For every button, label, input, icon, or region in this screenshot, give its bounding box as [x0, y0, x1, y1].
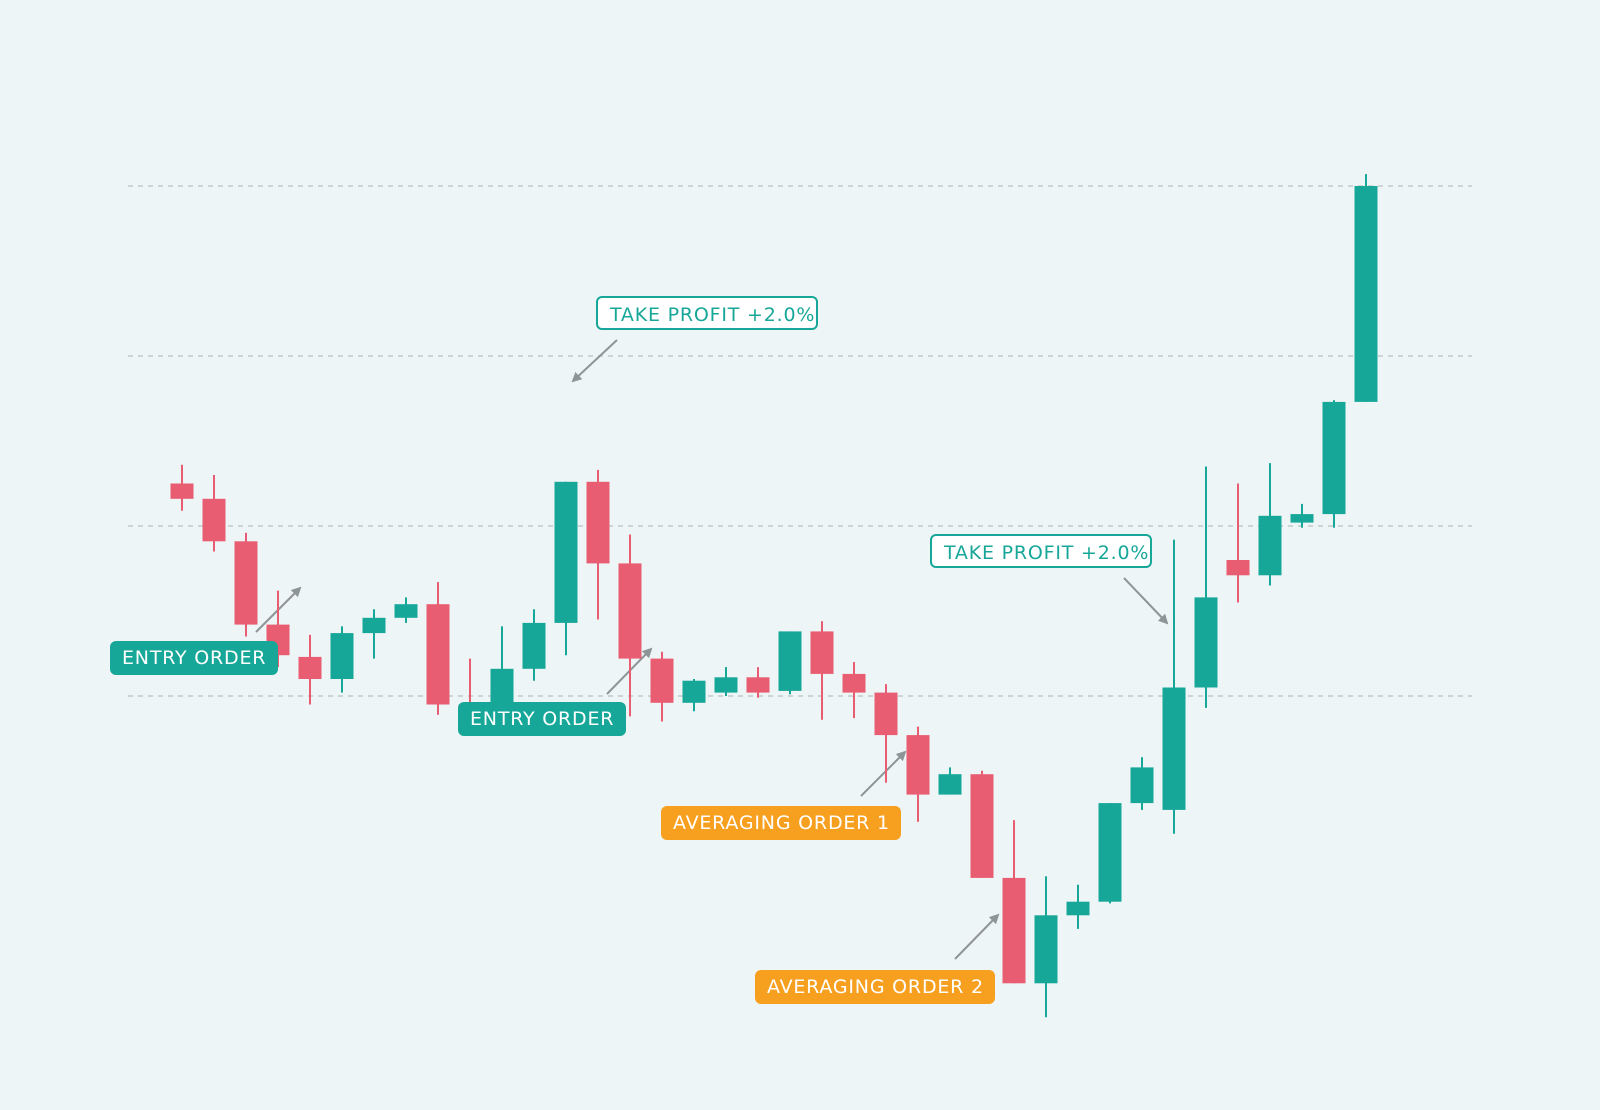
candle-17-bullish [682, 679, 706, 712]
candle-2-bearish [202, 475, 226, 552]
candle-body [1130, 767, 1154, 804]
candle-body [522, 622, 546, 669]
candle-body [1002, 877, 1026, 984]
entry-order-label-2: ENTRY ORDER [458, 702, 626, 736]
candles [170, 174, 1378, 1018]
candle-body [586, 481, 610, 564]
candle-12-bullish [522, 609, 546, 681]
candle-body [650, 658, 674, 703]
candle-body [1354, 186, 1378, 402]
take-profit-label-1: TAKE PROFIT +2.0% [596, 296, 818, 330]
candle-19-bearish [746, 667, 770, 698]
candle-body [362, 617, 386, 634]
candle-33-bullish [1194, 466, 1218, 708]
candle-body [874, 692, 898, 736]
candle-body [170, 483, 194, 499]
candle-13-bullish [554, 481, 578, 656]
candle-31-bullish [1130, 757, 1154, 810]
candle-37-bullish [1322, 400, 1346, 528]
candle-21-bearish [810, 621, 834, 720]
arrow-take-profit-1 [571, 339, 618, 383]
candle-body [1098, 803, 1122, 902]
annotation-arrows [255, 339, 1169, 960]
price-gridlines [128, 185, 1472, 697]
candle-body [906, 735, 930, 795]
candle-26-bearish [970, 770, 994, 878]
candle-27-bearish [1002, 820, 1026, 984]
candle-6-bullish [330, 626, 354, 693]
candle-22-bearish [842, 662, 866, 719]
candle-34-bearish [1226, 483, 1250, 603]
candle-23-bearish [874, 684, 898, 783]
candle-3-bearish [234, 532, 258, 637]
take-profit-label-2: TAKE PROFIT +2.0% [930, 534, 1152, 568]
averaging-order-label-1: AVERAGING ORDER 1 [661, 806, 901, 840]
averaging-order-label-2: AVERAGING ORDER 2 [755, 970, 995, 1004]
candle-body [810, 631, 834, 674]
candle-8-bullish [394, 597, 418, 623]
candle-body [394, 604, 418, 618]
candle-body [426, 604, 450, 705]
candle-7-bullish [362, 609, 386, 659]
candle-30-bullish [1098, 803, 1122, 904]
candle-body [970, 774, 994, 878]
candle-body [234, 541, 258, 625]
candle-body [330, 633, 354, 679]
candle-25-bullish [938, 767, 962, 795]
candle-36-bullish [1290, 503, 1314, 528]
candle-body [1034, 915, 1058, 984]
candle-body [842, 673, 866, 693]
candle-18-bullish [714, 667, 738, 696]
candle-body [746, 677, 770, 693]
candle-body [1258, 515, 1282, 576]
candle-5-bearish [298, 634, 322, 705]
candle-9-bearish [426, 582, 450, 715]
candle-body [1162, 687, 1186, 810]
candle-body [298, 656, 322, 679]
candle-body [490, 668, 514, 712]
candle-32-bullish [1162, 539, 1186, 834]
candle-body [714, 677, 738, 693]
candle-body [1322, 401, 1346, 515]
arrow-take-profit-2 [1123, 577, 1169, 625]
candle-body [682, 680, 706, 703]
candle-1-bearish [170, 464, 194, 511]
candle-body [618, 563, 642, 659]
candle-body [1066, 901, 1090, 916]
candle-24-bearish [906, 726, 930, 822]
candle-16-bearish [650, 651, 674, 722]
candle-20-bullish [778, 631, 802, 695]
candle-body [1194, 597, 1218, 688]
candle-body [554, 481, 578, 623]
candle-body [1290, 514, 1314, 523]
candle-body [938, 774, 962, 795]
arrow-averaging-1 [860, 750, 907, 797]
entry-order-label-1: ENTRY ORDER [110, 641, 278, 675]
candle-body [778, 631, 802, 691]
candle-38-bullish [1354, 174, 1378, 402]
candle-15-bearish [618, 534, 642, 717]
candle-29-bullish [1066, 884, 1090, 929]
candle-28-bullish [1034, 876, 1058, 1018]
candle-35-bullish [1258, 463, 1282, 586]
candle-body [202, 498, 226, 542]
candle-body [1226, 560, 1250, 576]
candle-14-bearish [586, 469, 610, 620]
arrow-averaging-2 [954, 913, 1000, 960]
